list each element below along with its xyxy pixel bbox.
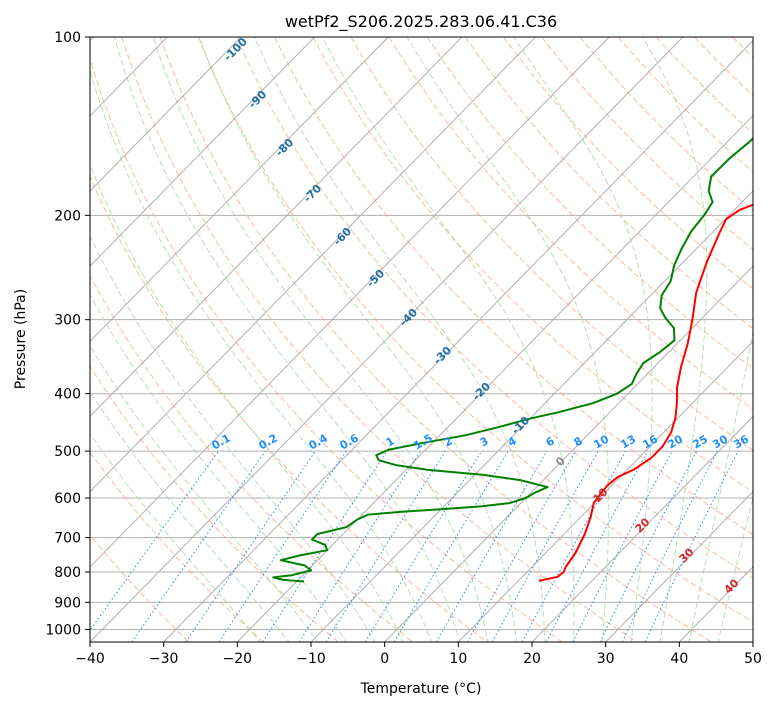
x-tick-label: 10 — [449, 651, 467, 667]
isotherm-line — [385, 37, 775, 642]
dry-adiabat-line — [160, 37, 712, 642]
dry-adiabat-label: -20 — [470, 380, 493, 403]
moist-adiabat-line — [153, 37, 488, 644]
isotherm-line — [0, 37, 241, 642]
moist-adiabat-label: 40 — [722, 576, 742, 596]
dry-adiabat-line — [46, 37, 488, 642]
dry-adiabat-label: -50 — [364, 267, 387, 290]
isotherm-line — [0, 37, 462, 642]
plot-frame — [90, 37, 753, 642]
mixing-ratio-line — [299, 451, 420, 642]
isotherm-line — [164, 37, 757, 642]
x-tick-label: −20 — [223, 651, 253, 667]
mixing-ratio-label: 3 — [478, 434, 491, 449]
dry-adiabat-line — [8, 37, 413, 642]
moist-adiabat-label: 30 — [677, 545, 697, 565]
moist-adiabat-line — [115, 37, 461, 644]
x-axis-label: Temperature (°C) — [360, 681, 482, 697]
mixing-ratio-line — [492, 451, 598, 642]
mixing-ratio-label: 0.4 — [307, 431, 331, 452]
y-axis-label: Pressure (hPa) — [13, 289, 29, 389]
y-tick-label: 1000 — [45, 622, 81, 638]
mixing-ratio-line — [573, 451, 672, 642]
dry-adiabat-label: -80 — [273, 136, 296, 159]
isotherm-line — [458, 37, 775, 642]
moist-adiabat-line — [199, 37, 517, 644]
mixing-ratio-line — [326, 451, 445, 642]
isotherm-line — [0, 37, 315, 642]
moist-adiabat-line — [81, 37, 432, 644]
mixing-ratio-label: 1 — [384, 434, 397, 449]
y-tick-label: 200 — [54, 208, 81, 224]
isotherm-line — [0, 37, 388, 642]
dry-adiabat-label: -30 — [431, 344, 454, 367]
dry-adiabat-line — [427, 37, 775, 642]
mixing-ratio-label: 0.2 — [257, 431, 280, 452]
dry-adiabat-line — [580, 37, 775, 642]
dry-adiabat-line — [351, 37, 775, 642]
x-tick-label: −10 — [296, 651, 326, 667]
y-tick-label: 300 — [54, 313, 81, 329]
dry-adiabat-line — [504, 37, 775, 642]
x-axis-ticks: −40 −30 −20 −10 0 10 20 30 40 50 — [75, 642, 762, 667]
mixing-ratio-label: 1.5 — [412, 431, 435, 452]
x-tick-label: 20 — [523, 651, 541, 667]
mixing-ratio-line — [394, 451, 508, 642]
mixing-ratio-label: 16 — [640, 432, 660, 451]
dry-adiabat-label: -100 — [221, 35, 250, 64]
mixing-ratio-label: 30 — [710, 432, 730, 451]
mixing-ratio-line — [546, 451, 648, 642]
moist-adiabats — [0, 37, 775, 644]
mixing-ratio-line — [365, 451, 481, 642]
mixing-ratio-line — [622, 451, 717, 642]
moist-adiabat-label: 0 — [553, 454, 568, 469]
dry-adiabat-label: -90 — [246, 88, 269, 111]
x-tick-label: 30 — [597, 651, 615, 667]
mixing-ratio-label: 0.6 — [338, 431, 362, 452]
x-tick-label: 0 — [380, 651, 389, 667]
moist-adiabat-line — [514, 37, 653, 644]
mixing-ratio-label: 8 — [572, 434, 585, 449]
dry-adiabat-label: -10 — [509, 414, 532, 437]
mixing-ratio-line — [436, 451, 547, 642]
isotherm-line — [532, 37, 775, 642]
isotherm-line — [753, 37, 775, 642]
isotherm-line — [311, 37, 775, 642]
mixing-ratio-label: 10 — [591, 432, 611, 451]
y-tick-label: 400 — [54, 387, 81, 403]
mixing-ratio-line — [132, 451, 266, 642]
y-tick-label: 700 — [54, 531, 81, 547]
y-tick-label: 900 — [54, 595, 81, 611]
isotherm-line — [0, 37, 536, 642]
x-tick-label: 50 — [744, 651, 762, 667]
dry-adiabat-line — [733, 37, 775, 642]
x-tick-label: 40 — [670, 651, 688, 667]
y-axis-ticks: 100 200 300 400 500 600 700 800 900 1000 — [45, 30, 90, 638]
y-tick-label: 100 — [54, 30, 81, 46]
isotherm-line — [679, 37, 775, 642]
x-tick-label: −40 — [75, 651, 105, 667]
dry-adiabat-line — [771, 37, 775, 642]
moist-adiabat-label: 20 — [633, 515, 653, 535]
y-tick-label: 600 — [54, 491, 81, 507]
dry-adiabat-label: -60 — [331, 225, 354, 248]
temperature-line — [539, 37, 775, 581]
y-tick-label: 500 — [54, 444, 81, 460]
mixing-ratio-label: 13 — [618, 433, 638, 452]
dry-adiabat-line — [694, 37, 775, 642]
x-tick-label: −30 — [149, 651, 179, 667]
chart-title: wetPf2_S206.2025.283.06.41.C36 — [285, 12, 557, 32]
moist-adiabat-line — [0, 73, 319, 644]
moist-adiabat-line — [689, 37, 775, 644]
dry-adiabat-line — [122, 37, 637, 642]
mixing-ratio-lines — [82, 451, 738, 642]
y-tick-label: 800 — [54, 565, 81, 581]
moist-adiabat-line — [0, 114, 262, 644]
moist-adiabat-line — [0, 94, 291, 644]
dry-adiabat-label: -70 — [301, 182, 324, 205]
